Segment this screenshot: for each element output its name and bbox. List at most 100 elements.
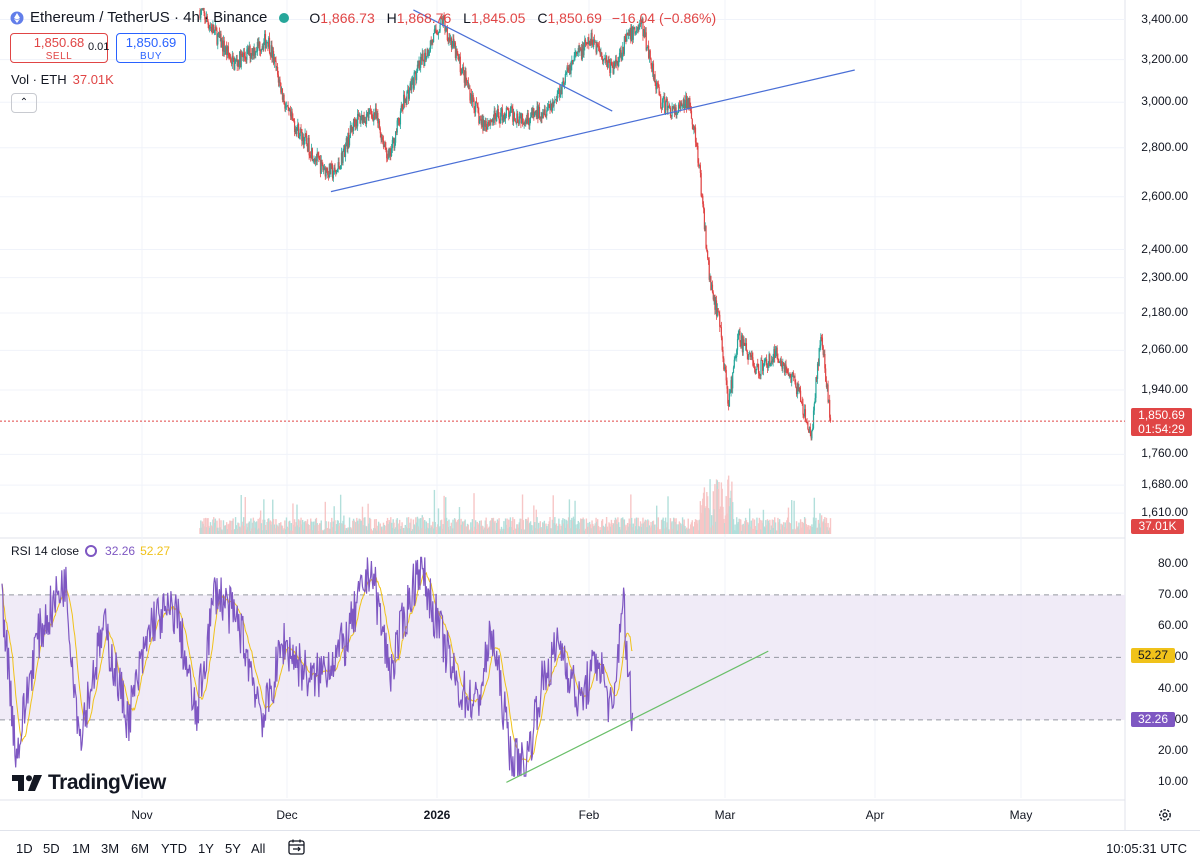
volume-bar [706, 496, 709, 534]
range-button-5d[interactable]: 5D [43, 841, 60, 856]
candle-body [221, 40, 223, 48]
volume-bar [628, 518, 630, 534]
candle-body [805, 421, 807, 423]
candle-body [216, 30, 218, 45]
candle-body [698, 165, 701, 167]
rsi-indicator-icon[interactable] [85, 545, 98, 557]
volume-bar [533, 522, 536, 534]
candle-body [302, 136, 304, 142]
candle-body [413, 72, 415, 89]
volume-bar [746, 522, 748, 534]
candle-body [600, 52, 602, 55]
volume-bar [731, 481, 733, 534]
volume-bar [483, 529, 485, 534]
volume-bar [375, 519, 377, 534]
candle-body [308, 137, 310, 156]
volume-bar [412, 519, 415, 534]
volume-bar [807, 525, 810, 534]
candle-body [739, 331, 741, 343]
volume-bar [505, 524, 508, 534]
candle-body [423, 59, 425, 66]
price-candles[interactable] [199, 7, 832, 441]
candle-body [710, 275, 712, 290]
range-button-6m[interactable]: 6M [131, 841, 150, 856]
candle-body [469, 88, 471, 101]
candle-body [614, 61, 616, 66]
volume-bar [700, 512, 702, 534]
candle-body [552, 102, 554, 107]
volume-bar [707, 507, 710, 534]
candle-body [342, 151, 344, 163]
candle-body [375, 108, 377, 119]
volume-bar [349, 527, 352, 534]
candle-body [417, 64, 419, 67]
time-axis-label: Mar [714, 808, 736, 822]
volume-bar [407, 517, 410, 534]
volume-bar [647, 519, 649, 534]
volume-bar [237, 522, 239, 534]
utc-clock[interactable]: 10:05:31 UTC [1106, 841, 1187, 856]
symbol-title[interactable]: Ethereum / TetherUS · 4h · Binance [30, 9, 268, 26]
volume-bar [427, 523, 429, 534]
volume-bar [555, 523, 558, 534]
volume-bar [698, 530, 700, 534]
ethereum-icon [10, 11, 24, 24]
volume-bar [480, 520, 482, 534]
range-button-3m[interactable]: 3M [101, 841, 120, 856]
volume-bar [353, 520, 356, 534]
volume-bar [445, 517, 448, 534]
candle-body [301, 129, 303, 142]
volume-bar [611, 524, 613, 534]
range-button-1m[interactable]: 1M [72, 841, 91, 856]
range-button-all[interactable]: All [251, 841, 266, 856]
volume-bar [471, 519, 474, 534]
buy-label: BUY [139, 51, 163, 62]
rsi-pane[interactable] [0, 556, 1125, 783]
volume-bar [585, 518, 588, 534]
volume-bar [340, 523, 343, 534]
candle-body [314, 159, 316, 162]
candle-body [797, 383, 799, 392]
volume-bar [373, 519, 376, 534]
candle-body [496, 109, 499, 115]
price-axis-label: 3,400.00 [1141, 11, 1188, 26]
volume-bar [244, 497, 246, 534]
volume-bar [259, 517, 261, 534]
candle-body [440, 17, 442, 25]
volume-bar [532, 525, 534, 534]
price-axis-label: 2,180.00 [1141, 305, 1188, 320]
price-trendlines[interactable] [330, 9, 855, 193]
volume-bar [602, 525, 605, 534]
range-button-1y[interactable]: 1Y [198, 841, 214, 856]
candle-body [677, 104, 680, 113]
buy-button[interactable]: 1,850.69 BUY [116, 33, 186, 63]
collapse-legend-button[interactable]: ⌃ [11, 93, 37, 113]
spread-value: 0.01 [88, 41, 110, 53]
range-button-ytd[interactable]: YTD [161, 841, 187, 856]
sell-button[interactable]: 1,850.68 SELL [10, 33, 108, 63]
volume-bar [350, 527, 352, 534]
candle-body [473, 99, 475, 110]
candle-body [256, 41, 258, 52]
volume-bar [456, 521, 458, 534]
volume-bar [800, 527, 803, 534]
candle-body [329, 163, 331, 175]
candle-body [551, 102, 554, 111]
volume-bar [551, 519, 554, 534]
volume-bar [778, 522, 780, 534]
volume-bar [318, 523, 321, 534]
candle-body [655, 82, 657, 90]
candle-body [352, 118, 355, 131]
range-button-5y[interactable]: 5Y [225, 841, 241, 856]
candle-body [506, 107, 508, 110]
volume-bar [387, 524, 390, 534]
gear-icon[interactable] [1158, 808, 1172, 822]
date-range-icon[interactable] [288, 839, 306, 855]
candle-body [791, 375, 793, 383]
volume-bar [254, 527, 256, 534]
tradingview-logo[interactable]: TradingView [12, 771, 166, 795]
candle-body [325, 168, 327, 177]
volume-bar [439, 526, 441, 534]
range-button-1d[interactable]: 1D [16, 841, 33, 856]
